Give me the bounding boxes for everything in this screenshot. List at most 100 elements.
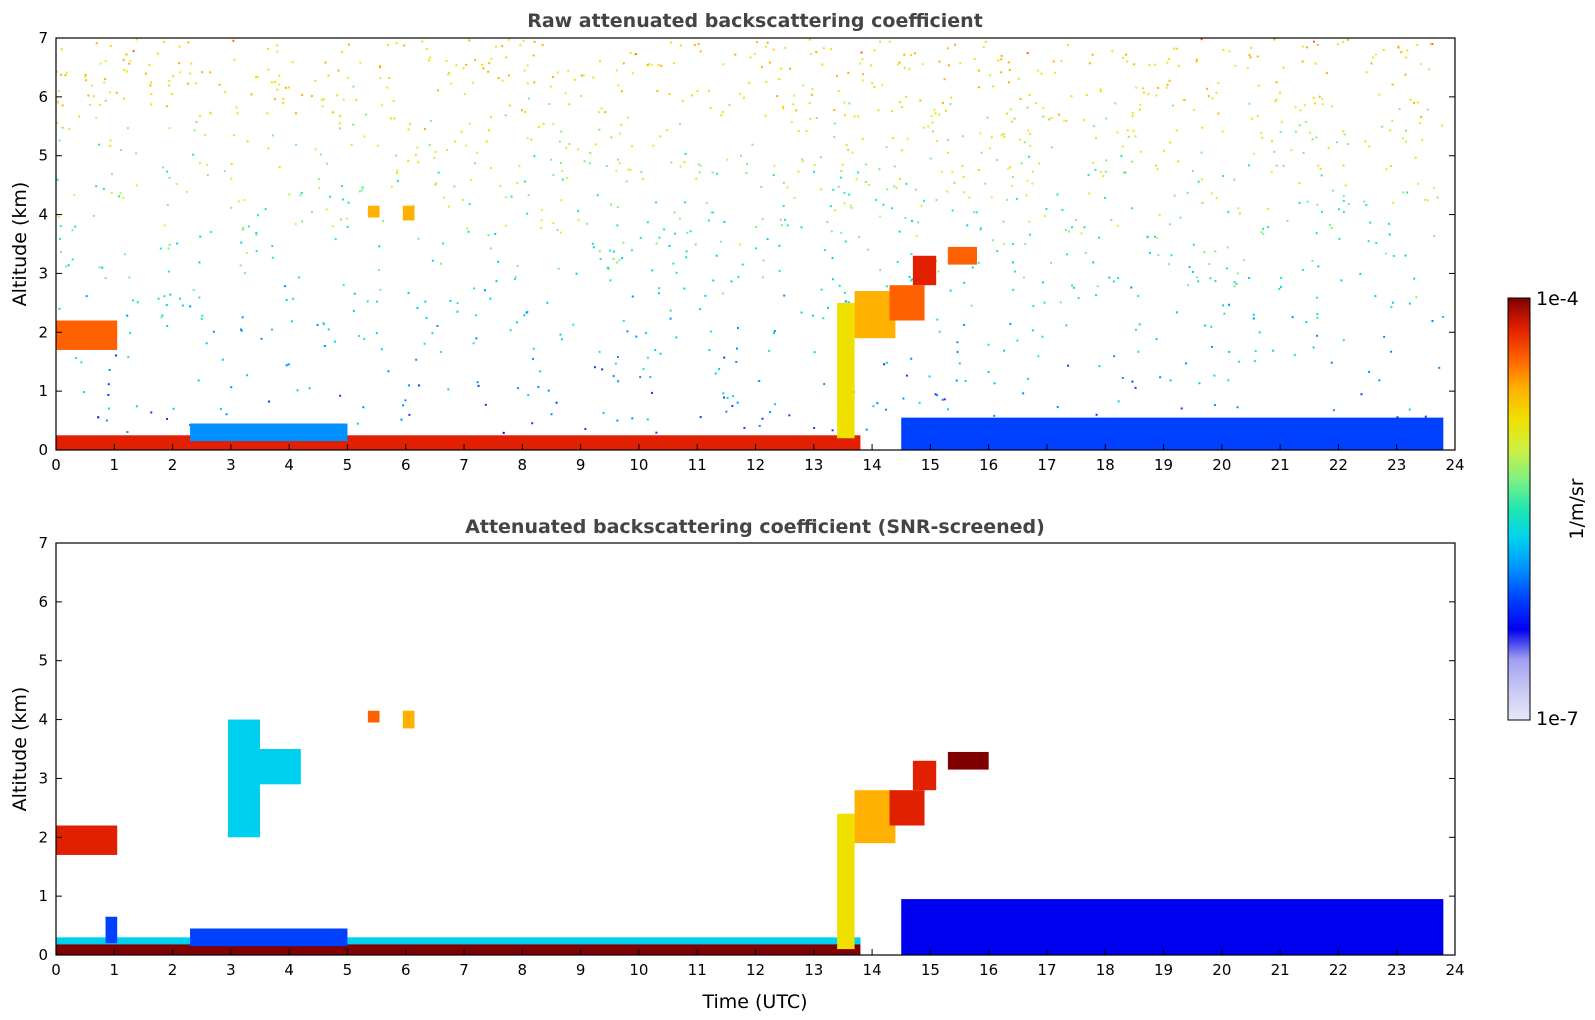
noise-pixel	[886, 188, 889, 191]
noise-pixel	[1070, 95, 1073, 98]
noise-pixel	[793, 94, 796, 97]
noise-pixel	[1130, 160, 1133, 163]
noise-pixel	[891, 207, 894, 210]
noise-pixel	[462, 67, 465, 70]
noise-pixel	[83, 391, 86, 394]
noise-pixel	[1375, 241, 1378, 244]
noise-pixel	[320, 98, 323, 101]
noise-pixel	[297, 276, 300, 279]
noise-pixel	[1184, 362, 1187, 365]
noise-pixel	[537, 386, 540, 389]
noise-pixel	[675, 336, 678, 339]
noise-pixel	[919, 99, 922, 102]
noise-pixel	[927, 125, 930, 128]
noise-pixel	[119, 192, 122, 195]
noise-pixel	[616, 356, 619, 359]
noise-pixel	[1170, 254, 1173, 257]
noise-pixel	[282, 97, 285, 100]
noise-pixel	[505, 56, 508, 59]
noise-pixel	[899, 101, 902, 104]
noise-pixel	[434, 150, 437, 153]
noise-pixel	[936, 394, 939, 397]
noise-pixel	[408, 384, 411, 387]
x-tick-label: 9	[576, 456, 586, 474]
noise-pixel	[531, 357, 534, 360]
noise-pixel	[873, 86, 876, 89]
noise-pixel	[473, 287, 476, 290]
noise-pixel	[1267, 226, 1270, 229]
noise-pixel	[165, 304, 168, 307]
y-tick-label: 2	[38, 828, 48, 846]
noise-pixel	[417, 237, 420, 240]
noise-pixel	[1095, 413, 1098, 416]
noise-pixel	[327, 328, 330, 331]
noise-pixel	[848, 102, 851, 105]
noise-pixel	[278, 166, 281, 169]
noise-pixel	[159, 247, 162, 250]
noise-pixel	[1092, 125, 1095, 128]
noise-pixel	[709, 107, 712, 110]
noise-pixel	[1186, 191, 1189, 194]
noise-pixel	[1061, 208, 1064, 211]
noise-pixel	[898, 61, 901, 64]
y-tick-label: 1	[38, 382, 48, 400]
noise-pixel	[843, 202, 846, 205]
noise-pixel	[977, 69, 980, 72]
noise-pixel	[1279, 285, 1282, 288]
noise-pixel	[1317, 164, 1320, 167]
noise-pixel	[1365, 71, 1368, 74]
noise-pixel	[278, 74, 281, 77]
top-axis-ticks: 0 1 2 3 4 5 6 7 8 9 10 11 12 13 14 15 16 17 18 19 20 21 22 23 24…	[38, 29, 1464, 474]
noise-pixel	[1400, 51, 1403, 54]
noise-pixel	[646, 356, 649, 359]
bottom-heatmap	[56, 710, 1444, 955]
noise-pixel	[474, 59, 477, 62]
noise-pixel	[975, 211, 978, 214]
noise-pixel	[1315, 232, 1318, 235]
noise-pixel	[1273, 38, 1276, 41]
heatmap-layer-cloud	[56, 825, 118, 855]
noise-pixel	[559, 333, 562, 336]
noise-pixel	[1391, 301, 1394, 304]
noise-pixel	[1175, 129, 1178, 132]
noise-pixel	[472, 342, 475, 345]
noise-pixel	[686, 231, 689, 234]
noise-pixel	[482, 67, 485, 70]
noise-pixel	[363, 337, 366, 340]
noise-pixel	[1111, 50, 1114, 53]
noise-pixel	[388, 76, 391, 79]
noise-pixel	[1299, 109, 1302, 112]
noise-pixel	[761, 218, 764, 221]
noise-pixel	[1374, 53, 1377, 56]
noise-pixel	[1223, 312, 1226, 315]
noise-pixel	[1028, 220, 1031, 223]
noise-pixel	[711, 171, 714, 174]
noise-pixel	[1390, 306, 1393, 309]
noise-pixel	[755, 226, 758, 229]
noise-pixel	[905, 374, 908, 377]
noise-pixel	[526, 64, 529, 67]
noise-pixel	[1262, 233, 1265, 236]
noise-pixel	[395, 154, 398, 157]
noise-pixel	[189, 305, 192, 308]
noise-pixel	[1130, 286, 1133, 289]
noise-pixel	[956, 341, 959, 344]
noise-pixel	[501, 79, 504, 82]
noise-pixel	[795, 109, 798, 112]
noise-pixel	[296, 389, 299, 392]
noise-pixel	[61, 104, 64, 107]
noise-pixel	[931, 121, 934, 124]
noise-pixel	[1125, 53, 1128, 56]
noise-pixel	[378, 66, 381, 69]
noise-pixel	[198, 162, 201, 165]
noise-pixel	[516, 182, 519, 185]
noise-pixel	[931, 130, 934, 133]
noise-pixel	[333, 340, 336, 343]
noise-pixel	[1166, 61, 1169, 64]
noise-pixel	[1015, 197, 1018, 200]
noise-pixel	[1103, 196, 1106, 199]
noise-pixel	[618, 132, 621, 135]
noise-pixel	[1248, 54, 1251, 57]
noise-pixel	[1378, 93, 1381, 96]
noise-pixel	[290, 320, 293, 323]
